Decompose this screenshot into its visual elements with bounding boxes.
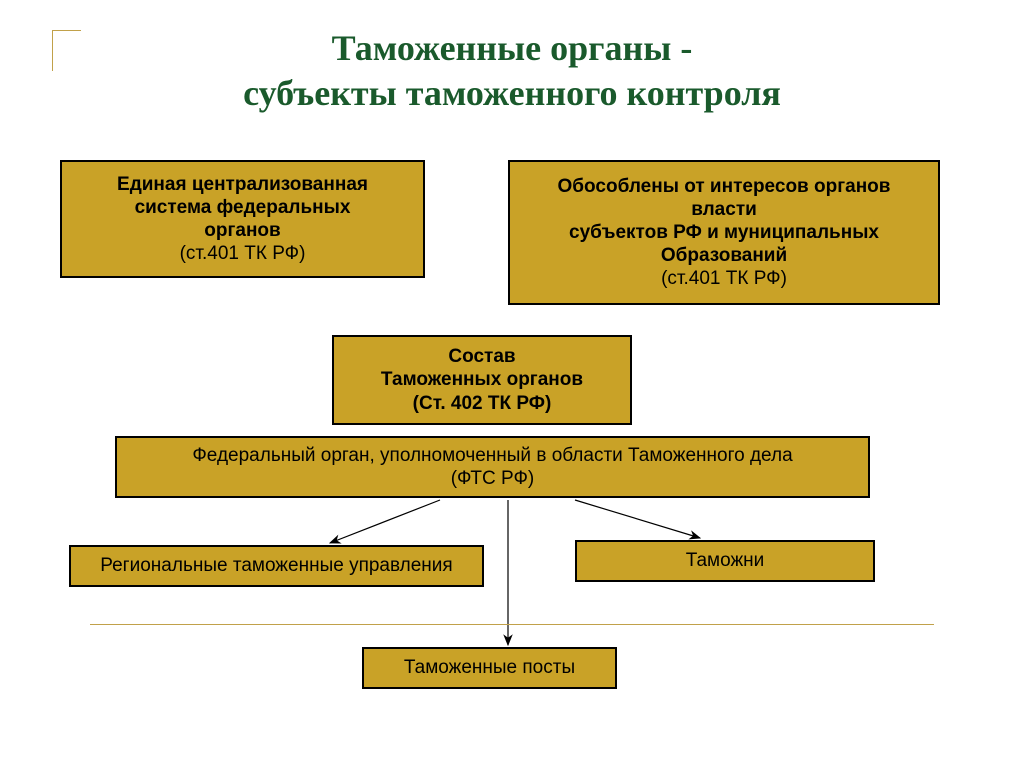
box-unified-system: Единая централизованная система федераль… bbox=[60, 160, 425, 278]
text-line: Региональные таможенные управления bbox=[100, 554, 452, 577]
slide-title: Таможенные органы - субъекты таможенного… bbox=[0, 26, 1024, 116]
bottom-rule bbox=[90, 624, 934, 625]
text-line: (ФТС РФ) bbox=[451, 467, 535, 490]
text-line: Таможенные посты bbox=[404, 656, 575, 679]
title-line-2: субъекты таможенного контроля bbox=[243, 73, 781, 113]
text-line: органов bbox=[204, 219, 280, 242]
text-line: Обособлены от интересов органов bbox=[558, 175, 891, 198]
box-federal-body: Федеральный орган, уполномоченный в обла… bbox=[115, 436, 870, 498]
text-line: Федеральный орган, уполномоченный в обла… bbox=[192, 444, 792, 467]
text-line: система федеральных bbox=[135, 196, 351, 219]
text-line: Единая централизованная bbox=[117, 173, 368, 196]
text-line: Состав bbox=[448, 345, 515, 368]
text-line: Образований bbox=[661, 244, 787, 267]
slide-root: Таможенные органы - субъекты таможенного… bbox=[0, 0, 1024, 768]
text-line: субъектов РФ и муниципальных bbox=[569, 221, 879, 244]
box-separated-interests: Обособлены от интересов органов власти с… bbox=[508, 160, 940, 305]
text-line: Таможенных органов bbox=[381, 368, 583, 391]
text-line: власти bbox=[691, 198, 757, 221]
box-regional: Региональные таможенные управления bbox=[69, 545, 484, 587]
box-composition: Состав Таможенных органов (Ст. 402 ТК РФ… bbox=[332, 335, 632, 425]
text-line: (ст.401 ТК РФ) bbox=[661, 267, 787, 290]
text-line: (ст.401 ТК РФ) bbox=[180, 242, 306, 265]
text-line: Таможни bbox=[686, 549, 765, 572]
text-line: (Ст. 402 ТК РФ) bbox=[413, 392, 552, 415]
box-customs-posts: Таможенные посты bbox=[362, 647, 617, 689]
title-line-1: Таможенные органы - bbox=[332, 28, 693, 68]
box-customs: Таможни bbox=[575, 540, 875, 582]
